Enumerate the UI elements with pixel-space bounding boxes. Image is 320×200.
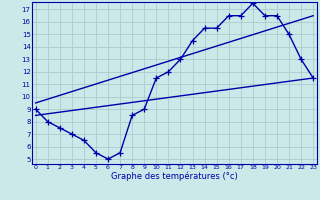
X-axis label: Graphe des températures (°c): Graphe des températures (°c) — [111, 172, 238, 181]
